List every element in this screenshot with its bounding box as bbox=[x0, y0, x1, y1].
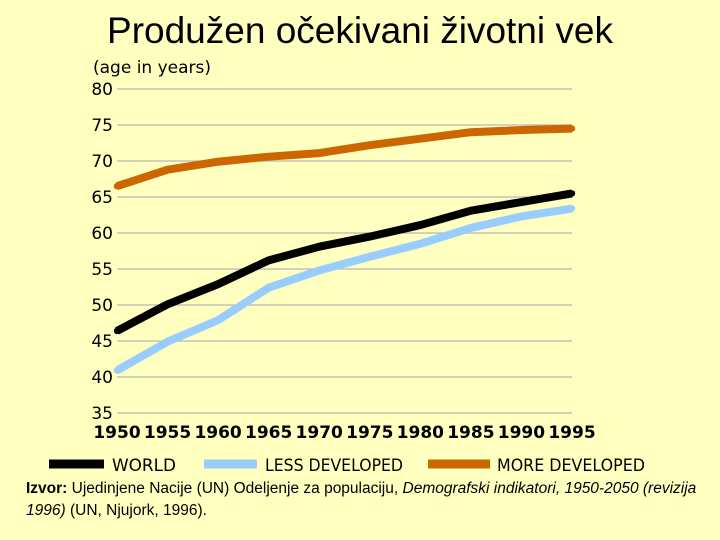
source-text: Ujedinjene Nacije (UN) Odeljenje za popu… bbox=[67, 480, 403, 497]
y-tick-label: 40 bbox=[91, 368, 113, 388]
data-point-less_developed bbox=[316, 267, 323, 274]
y-tick-label: 55 bbox=[91, 260, 113, 280]
data-point-less_developed bbox=[518, 213, 525, 220]
data-point-world bbox=[316, 243, 323, 250]
data-point-world bbox=[467, 207, 475, 214]
x-tick-label: 1950 bbox=[93, 423, 140, 443]
data-point-more_developed bbox=[214, 158, 222, 165]
x-tick-label: 1970 bbox=[296, 423, 343, 443]
data-point-more_developed bbox=[113, 183, 121, 190]
legend-label-more_developed: MORE DEVELOPED bbox=[497, 456, 645, 476]
legend-label-world: WORLD bbox=[112, 456, 176, 476]
x-tick-label: 1995 bbox=[548, 423, 595, 443]
data-point-less_developed bbox=[265, 284, 272, 291]
data-point-less_developed bbox=[113, 367, 121, 374]
data-point-more_developed bbox=[518, 126, 525, 134]
series-line-world bbox=[115, 189, 573, 335]
y-tick-label: 70 bbox=[91, 152, 113, 172]
data-point-less_developed bbox=[366, 253, 373, 260]
x-tick-label: 1980 bbox=[397, 423, 444, 443]
y-axis-label: (age in years) bbox=[93, 58, 211, 78]
x-tick-label: 1965 bbox=[245, 423, 292, 443]
y-tick-label: 75 bbox=[91, 116, 113, 136]
series-line-more_developed bbox=[115, 124, 573, 191]
x-tick-label: 1990 bbox=[498, 423, 545, 443]
data-point-world bbox=[265, 257, 272, 264]
data-point-less_developed bbox=[164, 338, 171, 345]
data-point-world bbox=[417, 221, 424, 229]
data-point-world bbox=[518, 198, 525, 206]
data-point-more_developed bbox=[366, 141, 373, 149]
data-point-less_developed bbox=[568, 205, 576, 212]
source-caption: Izvor: Ujedinjene Nacije (UN) Odeljenje … bbox=[26, 478, 706, 522]
source-publication: Demografski indikatori, 1950-2050 (reviz… bbox=[26, 480, 697, 519]
data-point-less_developed bbox=[214, 316, 222, 324]
data-point-world bbox=[164, 301, 171, 308]
y-tick-label: 60 bbox=[91, 224, 113, 244]
data-point-more_developed bbox=[568, 125, 576, 132]
legend-label-less_developed: LESS DEVELOPED bbox=[265, 456, 403, 476]
y-tick-label: 80 bbox=[91, 80, 113, 100]
data-point-less_developed bbox=[417, 240, 424, 247]
data-point-world bbox=[568, 190, 576, 197]
data-point-less_developed bbox=[467, 224, 475, 232]
x-tick-label: 1955 bbox=[144, 423, 191, 443]
series-line-less_developed bbox=[115, 204, 573, 374]
x-tick-label: 1960 bbox=[194, 423, 241, 443]
source-text-end: (UN, Njujork, 1996). bbox=[65, 502, 207, 519]
data-point-more_developed bbox=[467, 129, 475, 136]
data-point-world bbox=[113, 327, 121, 335]
x-tick-label: 1975 bbox=[346, 423, 393, 443]
y-tick-label: 65 bbox=[91, 188, 113, 208]
data-point-more_developed bbox=[417, 135, 424, 142]
x-tick-label: 1985 bbox=[447, 423, 494, 443]
y-tick-label: 45 bbox=[91, 332, 113, 352]
data-point-world bbox=[214, 280, 222, 288]
data-point-world bbox=[366, 233, 373, 240]
y-tick-label: 50 bbox=[91, 296, 113, 316]
data-point-more_developed bbox=[164, 166, 171, 173]
page-title: Produžen očekivani životni vek bbox=[107, 10, 613, 51]
y-tick-label: 35 bbox=[91, 404, 113, 424]
source-label: Izvor: bbox=[26, 480, 68, 497]
data-point-more_developed bbox=[265, 153, 272, 160]
data-point-more_developed bbox=[316, 149, 323, 157]
